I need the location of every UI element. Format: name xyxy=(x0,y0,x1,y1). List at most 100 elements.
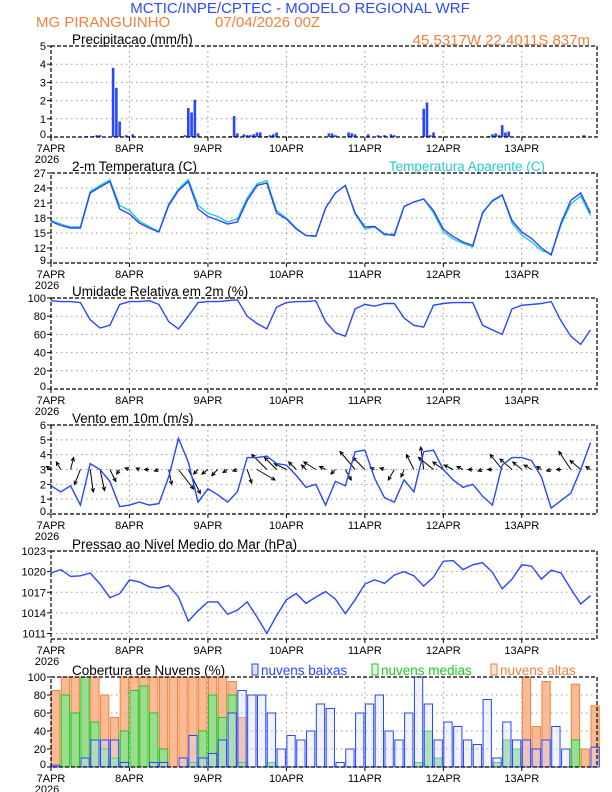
x-tick-label: 11APR xyxy=(348,143,382,155)
precip-bar xyxy=(95,135,99,137)
legend-low-clouds: nuvens baixas xyxy=(261,663,348,678)
header-location: MG PIRANGUINHO xyxy=(36,14,170,31)
precip-bar xyxy=(187,107,190,137)
header-title: MCTIC/INPE/CPTEC - MODELO REGIONAL WRF xyxy=(130,0,469,17)
panel-title-pressure: Pressao ao Nivel Medio do Mar (hPa) xyxy=(72,537,297,552)
wind-arrowhead xyxy=(486,467,492,472)
y-tick-label: 60 xyxy=(34,708,46,720)
wind-arrowhead xyxy=(300,464,306,469)
x-tick-label: 9APR xyxy=(194,645,223,657)
precip-bar xyxy=(350,133,354,137)
wind-vector xyxy=(211,469,219,476)
wind-vector xyxy=(264,457,277,470)
precip-bar xyxy=(425,102,429,137)
cloud-bar-blue xyxy=(188,735,198,768)
x-tick-label: 8APR xyxy=(115,395,144,407)
x-tick-label: 8APR xyxy=(115,773,144,785)
wind-arrowhead xyxy=(189,484,195,490)
cloud-bar-blue xyxy=(511,739,522,768)
wind-arrowhead xyxy=(222,468,228,474)
header-run-time: 07/04/2026 00Z xyxy=(215,14,320,31)
x-tick-label: 9APR xyxy=(194,143,223,155)
x-tick-label: 13APR xyxy=(504,773,539,785)
y-tick-label: 1020 xyxy=(22,567,46,579)
wind-arrowhead xyxy=(263,456,269,462)
y-tick-label: 5 xyxy=(40,435,46,447)
cloud-bar-orange xyxy=(168,676,179,768)
x-tick-label: 7APR xyxy=(37,520,66,532)
precip-bar xyxy=(255,132,259,137)
cloud-bar-blue xyxy=(266,712,277,768)
legend-swatch-high xyxy=(490,663,498,676)
precip-bar xyxy=(193,99,197,137)
wind-arrowhead xyxy=(135,467,141,472)
x-tick-label: 11APR xyxy=(348,395,382,407)
wind-arrowhead xyxy=(523,464,529,469)
y-tick-label: 21 xyxy=(34,198,46,210)
y-tick-label: 40 xyxy=(34,726,46,738)
wind-arrowhead xyxy=(455,465,461,470)
wind-arrowhead xyxy=(535,465,541,471)
cloud-bar-blue xyxy=(315,703,326,768)
panel-temp: 912 15 18 21 24 27 7APR 8APR 9APR 10APR 11APR 12APR… xyxy=(34,168,598,292)
wind-arrowhead xyxy=(201,470,206,475)
cloud-bar-green xyxy=(119,730,129,768)
wind-arrowhead xyxy=(555,467,561,472)
x-tick-label: 11APR xyxy=(348,520,382,532)
precip-bar xyxy=(327,133,331,137)
x-tick-label: 11APR xyxy=(348,773,382,785)
precip-bar xyxy=(190,112,193,137)
plot-border xyxy=(50,424,598,515)
precip-bar xyxy=(183,135,187,137)
precip-bar xyxy=(389,134,393,137)
y-tick-label: 5 xyxy=(40,41,46,53)
x-tick-label: 13APR xyxy=(504,520,539,532)
wind-vector xyxy=(405,454,415,470)
wind-vector xyxy=(274,463,287,470)
x-tick-label: 12APR xyxy=(426,143,461,155)
cloud-bar-blue xyxy=(90,739,100,768)
cloud-bar-orange xyxy=(178,676,188,768)
precip-bar xyxy=(252,134,256,137)
x-tick-label: 12APR xyxy=(426,645,461,657)
wind-vector xyxy=(201,469,209,475)
cloud-bar-blue xyxy=(306,730,316,768)
wind-vector xyxy=(489,454,503,470)
x-tick-label: 10APR xyxy=(269,395,304,407)
legend-mid-clouds: nuvens medias xyxy=(381,663,472,678)
panel-precip: 0 1 2 3 4 5 7APR 8APR 9APR 10APR 11APR 12APR 13APR 20… xyxy=(35,41,598,166)
cloud-bar-blue xyxy=(384,730,394,768)
wind-arrowhead xyxy=(143,467,149,472)
wind-arrowhead xyxy=(90,488,95,494)
wind-vector xyxy=(339,451,356,470)
wind-arrowhead xyxy=(339,450,344,456)
cloud-bar-green xyxy=(139,685,149,768)
wind-arrowhead xyxy=(330,470,335,475)
x-tick-label: 7APR xyxy=(37,395,66,407)
y-tick-label: 1017 xyxy=(22,587,46,599)
panel-wind: 01 2 3 4 5 6 7APR 8APR 9APR 10APR 11APR 12APR 13APR 2… xyxy=(35,420,598,543)
wind-arrowhead xyxy=(302,461,308,466)
x-tick-label: 12APR xyxy=(426,520,461,532)
x-tick-label: 13APR xyxy=(504,395,539,407)
x-tick-label: 11APR xyxy=(348,645,382,657)
precip-bar xyxy=(249,135,252,137)
precip-bar xyxy=(232,116,236,137)
wind-arrowhead xyxy=(153,467,159,473)
x-tick-label: 10APR xyxy=(269,520,304,532)
wind-arrowhead xyxy=(101,486,106,492)
cloud-bar-blue xyxy=(296,739,306,768)
precip-bar xyxy=(507,131,511,137)
cloud-bar-blue xyxy=(217,739,228,768)
precip-bar xyxy=(115,87,118,137)
x-year-label: 2026 xyxy=(35,784,59,792)
wind-vector xyxy=(303,461,317,470)
panel-title-rh: Umidade Relativa em 2m (%) xyxy=(72,284,248,299)
wind-arrowhead xyxy=(499,458,504,463)
precip-bar xyxy=(272,134,275,137)
y-tick-label: 18 xyxy=(34,213,46,225)
wind-vector xyxy=(109,469,117,482)
cloud-bar-blue xyxy=(276,748,286,768)
series-line-blue xyxy=(50,299,592,346)
x-tick-label: 11APR xyxy=(348,269,382,281)
